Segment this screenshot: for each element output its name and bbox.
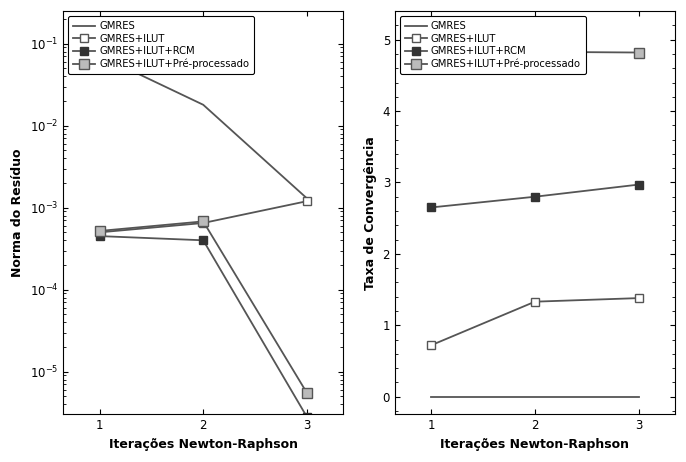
X-axis label: Iterações Newton-Raphson: Iterações Newton-Raphson <box>108 438 298 451</box>
GMRES+ILUT+RCM <box>531 194 539 200</box>
Line: GMRES+ILUT+Pré-processado: GMRES+ILUT+Pré-processado <box>427 47 643 66</box>
GMRES+ILUT+Pré-processado <box>427 58 436 64</box>
Line: GMRES+ILUT+RCM: GMRES+ILUT+RCM <box>96 232 311 421</box>
Legend: GMRES, GMRES+ILUT, GMRES+ILUT+RCM, GMRES+ILUT+Pré-processado: GMRES, GMRES+ILUT, GMRES+ILUT+RCM, GMRES… <box>69 16 255 74</box>
Line: GMRES+ILUT+RCM: GMRES+ILUT+RCM <box>427 181 642 211</box>
GMRES+ILUT+Pré-processado <box>635 50 643 55</box>
Line: GMRES+ILUT+Pré-processado: GMRES+ILUT+Pré-processado <box>95 217 311 397</box>
Line: GMRES+ILUT: GMRES+ILUT <box>96 197 311 236</box>
GMRES+ILUT+RCM <box>303 414 311 419</box>
GMRES <box>303 195 311 201</box>
GMRES+ILUT <box>531 299 539 304</box>
GMRES <box>427 394 436 399</box>
GMRES+ILUT+RCM <box>427 205 436 210</box>
Line: GMRES+ILUT: GMRES+ILUT <box>427 294 642 349</box>
GMRES+ILUT <box>95 230 104 235</box>
Y-axis label: Taxa de Convergência: Taxa de Convergência <box>364 136 377 290</box>
GMRES+ILUT+RCM <box>635 182 643 188</box>
X-axis label: Iterações Newton-Raphson: Iterações Newton-Raphson <box>440 438 630 451</box>
GMRES+ILUT+Pré-processado <box>303 390 311 395</box>
GMRES+ILUT+Pré-processado <box>531 49 539 55</box>
GMRES <box>635 394 643 399</box>
GMRES+ILUT+Pré-processado <box>95 228 104 234</box>
GMRES+ILUT <box>199 220 207 226</box>
GMRES+ILUT <box>427 342 436 348</box>
GMRES+ILUT+RCM <box>199 237 207 243</box>
GMRES+ILUT <box>303 198 311 204</box>
GMRES <box>95 53 104 58</box>
Legend: GMRES, GMRES+ILUT, GMRES+ILUT+RCM, GMRES+ILUT+Pré-processado: GMRES, GMRES+ILUT, GMRES+ILUT+RCM, GMRES… <box>400 16 586 74</box>
GMRES <box>199 102 207 108</box>
GMRES+ILUT+Pré-processado <box>199 219 207 224</box>
GMRES <box>531 394 539 399</box>
Line: GMRES: GMRES <box>99 55 307 198</box>
GMRES+ILUT <box>635 295 643 301</box>
GMRES+ILUT+RCM <box>95 233 104 239</box>
Y-axis label: Norma do Resíduo: Norma do Resíduo <box>11 149 24 277</box>
